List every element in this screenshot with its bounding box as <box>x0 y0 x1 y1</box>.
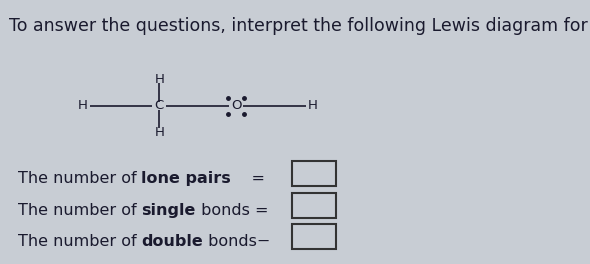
Text: single: single <box>142 203 196 218</box>
Text: double: double <box>142 234 203 249</box>
Bar <box>292 161 336 186</box>
Bar <box>292 193 336 218</box>
Text: The number of: The number of <box>18 171 142 186</box>
Text: =: = <box>231 171 265 186</box>
Text: H: H <box>78 99 87 112</box>
Text: C: C <box>155 99 164 112</box>
Text: To answer the questions, interpret the following Lewis diagram for: To answer the questions, interpret the f… <box>9 17 590 35</box>
Text: H: H <box>155 125 164 139</box>
Text: bonds−: bonds− <box>203 234 270 249</box>
Text: bonds =: bonds = <box>196 203 268 218</box>
Text: H: H <box>155 73 164 86</box>
Text: The number of: The number of <box>18 203 142 218</box>
Text: lone pairs: lone pairs <box>142 171 231 186</box>
Bar <box>292 224 336 249</box>
Text: The number of: The number of <box>18 234 142 249</box>
Text: H: H <box>308 99 317 112</box>
Text: O: O <box>231 99 241 112</box>
